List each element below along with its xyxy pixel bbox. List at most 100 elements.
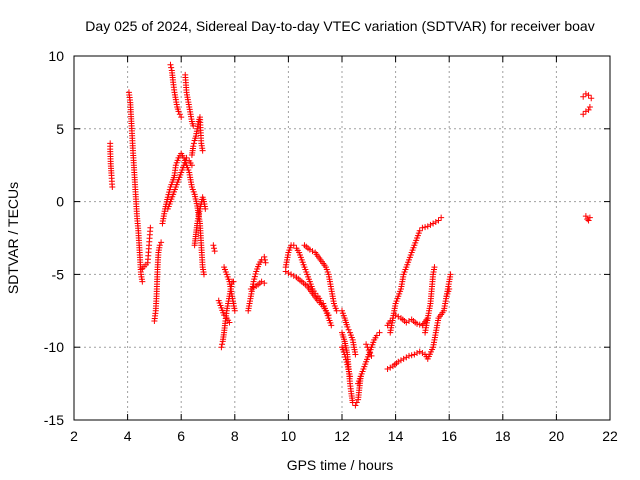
data-point: [290, 242, 297, 249]
data-point: [424, 223, 431, 230]
data-point: [430, 220, 437, 227]
data-point: [156, 242, 163, 249]
data-point: [424, 315, 431, 322]
x-tick-label: 10: [281, 428, 297, 444]
data-point: [585, 217, 592, 224]
data-point: [282, 268, 289, 275]
data-point: [251, 273, 258, 280]
data-point: [580, 93, 587, 100]
data-point: [345, 326, 352, 333]
data-point: [387, 364, 394, 371]
series-t15: [245, 253, 269, 314]
x-axis-label: GPS time / hours: [287, 457, 394, 473]
data-point: [431, 264, 438, 271]
data-point: [416, 227, 423, 234]
data-point: [347, 373, 354, 380]
series-t1: [107, 140, 116, 191]
x-tick-label: 12: [334, 428, 350, 444]
data-point: [367, 350, 374, 357]
data-point: [580, 111, 587, 118]
data-point: [363, 341, 370, 348]
data-point: [190, 140, 197, 147]
data-point: [261, 280, 268, 287]
data-point: [416, 321, 423, 328]
series-t11: [210, 242, 218, 255]
data-point: [250, 284, 257, 291]
data-point: [403, 354, 410, 361]
x-tick-label: 22: [602, 428, 618, 444]
data-point: [432, 218, 439, 225]
x-tick-label: 14: [388, 428, 404, 444]
data-point: [419, 224, 426, 231]
data-point: [175, 108, 182, 115]
grid: [74, 56, 610, 420]
data-point: [200, 271, 207, 278]
x-tick-label: 2: [70, 428, 78, 444]
data-point: [422, 224, 429, 231]
data-point: [400, 355, 407, 362]
data-point: [408, 352, 415, 359]
series-t32: [582, 213, 593, 224]
data-point: [414, 320, 421, 327]
data-point: [261, 256, 268, 263]
data-point: [582, 213, 589, 220]
data-point: [414, 350, 421, 357]
data-point: [403, 319, 410, 326]
data-point: [210, 242, 217, 249]
y-tick-label: 0: [56, 194, 64, 210]
x-tick-label: 8: [231, 428, 239, 444]
data-point: [588, 95, 595, 102]
x-tick-label: 4: [124, 428, 132, 444]
data-point: [333, 307, 340, 314]
series-t2: [125, 89, 146, 285]
data-point: [343, 356, 350, 363]
data-point: [585, 106, 592, 113]
data-point: [139, 278, 146, 285]
series-t4: [151, 239, 165, 324]
data-point: [582, 90, 589, 97]
data-point: [376, 329, 383, 336]
y-tick-label: -10: [44, 339, 64, 355]
data-point: [353, 399, 360, 406]
data-point: [365, 347, 372, 354]
data-point: [202, 205, 209, 212]
series-t28: [387, 214, 445, 336]
y-axis-label: SDTVAR / TECUs: [5, 182, 21, 294]
data-point: [582, 108, 589, 115]
data-point: [427, 221, 434, 228]
series-t14: [221, 264, 238, 314]
data-point: [352, 351, 359, 358]
y-tick-label: 10: [48, 48, 64, 64]
x-tick-label: 6: [177, 428, 185, 444]
y-tick-label: -15: [44, 412, 64, 428]
series-t18: [282, 268, 332, 319]
series-t9: [188, 114, 206, 159]
data-point: [176, 111, 183, 118]
data-point: [395, 313, 402, 320]
data-point: [166, 186, 173, 193]
data-point: [306, 246, 313, 253]
data-point: [252, 271, 259, 278]
data-point: [251, 276, 258, 283]
data-point: [188, 162, 195, 169]
data-point: [147, 224, 154, 231]
data-point: [226, 319, 233, 326]
series-t13: [215, 297, 233, 326]
data-point: [168, 64, 175, 71]
y-tick-label: -5: [52, 266, 65, 282]
data-points: [107, 61, 595, 409]
series-t8: [182, 71, 197, 129]
data-point: [247, 285, 254, 292]
axis-ticks: 2 4 6 8 10 12 14 16 18 20 22 -15 -10 -5 0 5 10: [44, 48, 618, 444]
data-point: [183, 154, 190, 161]
data-point: [342, 354, 349, 361]
data-point: [585, 92, 592, 99]
chart-title: Day 025 of 2024, Sidereal Day-to-day VTE…: [85, 18, 594, 34]
data-point: [397, 357, 404, 364]
data-point: [158, 239, 165, 246]
x-tick-label: 16: [441, 428, 457, 444]
series-t24: [363, 341, 375, 359]
data-point: [221, 312, 228, 319]
data-point: [328, 322, 335, 329]
